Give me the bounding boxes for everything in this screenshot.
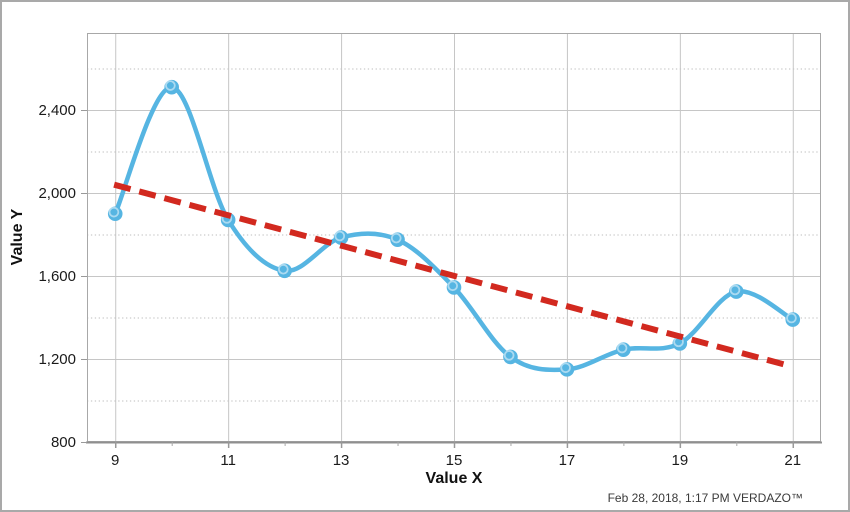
x-tick-label: 21 <box>784 452 801 469</box>
y-axis-title: Value Y <box>9 208 26 266</box>
data-point[interactable] <box>390 232 405 247</box>
y-tick-label: 2,400 <box>38 102 76 119</box>
data-point[interactable] <box>446 280 462 295</box>
timestamp-brand-label: Feb 28, 2018, 1:17 PM VERDAZO™ <box>607 491 803 505</box>
data-point[interactable] <box>503 349 518 365</box>
data-point[interactable] <box>729 284 744 299</box>
data-point[interactable] <box>107 206 123 222</box>
y-tick-label: 1,600 <box>38 268 76 285</box>
data-point-highlight <box>503 350 515 361</box>
data-point[interactable] <box>164 79 179 95</box>
data-point[interactable] <box>277 263 292 279</box>
data-point-highlight <box>334 230 346 242</box>
data-point-highlight <box>108 206 120 218</box>
x-tick-label: 17 <box>559 452 576 469</box>
data-point-highlight <box>560 362 571 374</box>
data-point-highlight <box>786 312 797 324</box>
y-tick-label: 2,000 <box>38 185 76 202</box>
data-point[interactable] <box>616 342 631 357</box>
y-tick-label: 800 <box>51 434 76 451</box>
data-point-highlight <box>390 232 402 244</box>
x-axis-title: Value X <box>425 470 483 487</box>
data-point[interactable] <box>672 336 688 351</box>
x-tick-label: 19 <box>672 452 689 469</box>
data-point-highlight <box>278 263 289 275</box>
x-tick-label: 11 <box>220 452 236 469</box>
x-tick-label: 13 <box>333 452 350 469</box>
data-point-highlight <box>447 280 459 292</box>
data-point-highlight <box>165 80 176 91</box>
data-point[interactable] <box>559 362 575 377</box>
data-point-highlight <box>729 284 741 296</box>
x-tick-label: 9 <box>111 452 119 469</box>
data-point[interactable] <box>785 312 801 327</box>
trend-line <box>113 181 788 369</box>
y-tick-label: 1,200 <box>38 351 76 368</box>
data-point[interactable] <box>333 230 349 245</box>
data-point-highlight <box>616 342 628 354</box>
x-tick-label: 15 <box>446 452 463 469</box>
